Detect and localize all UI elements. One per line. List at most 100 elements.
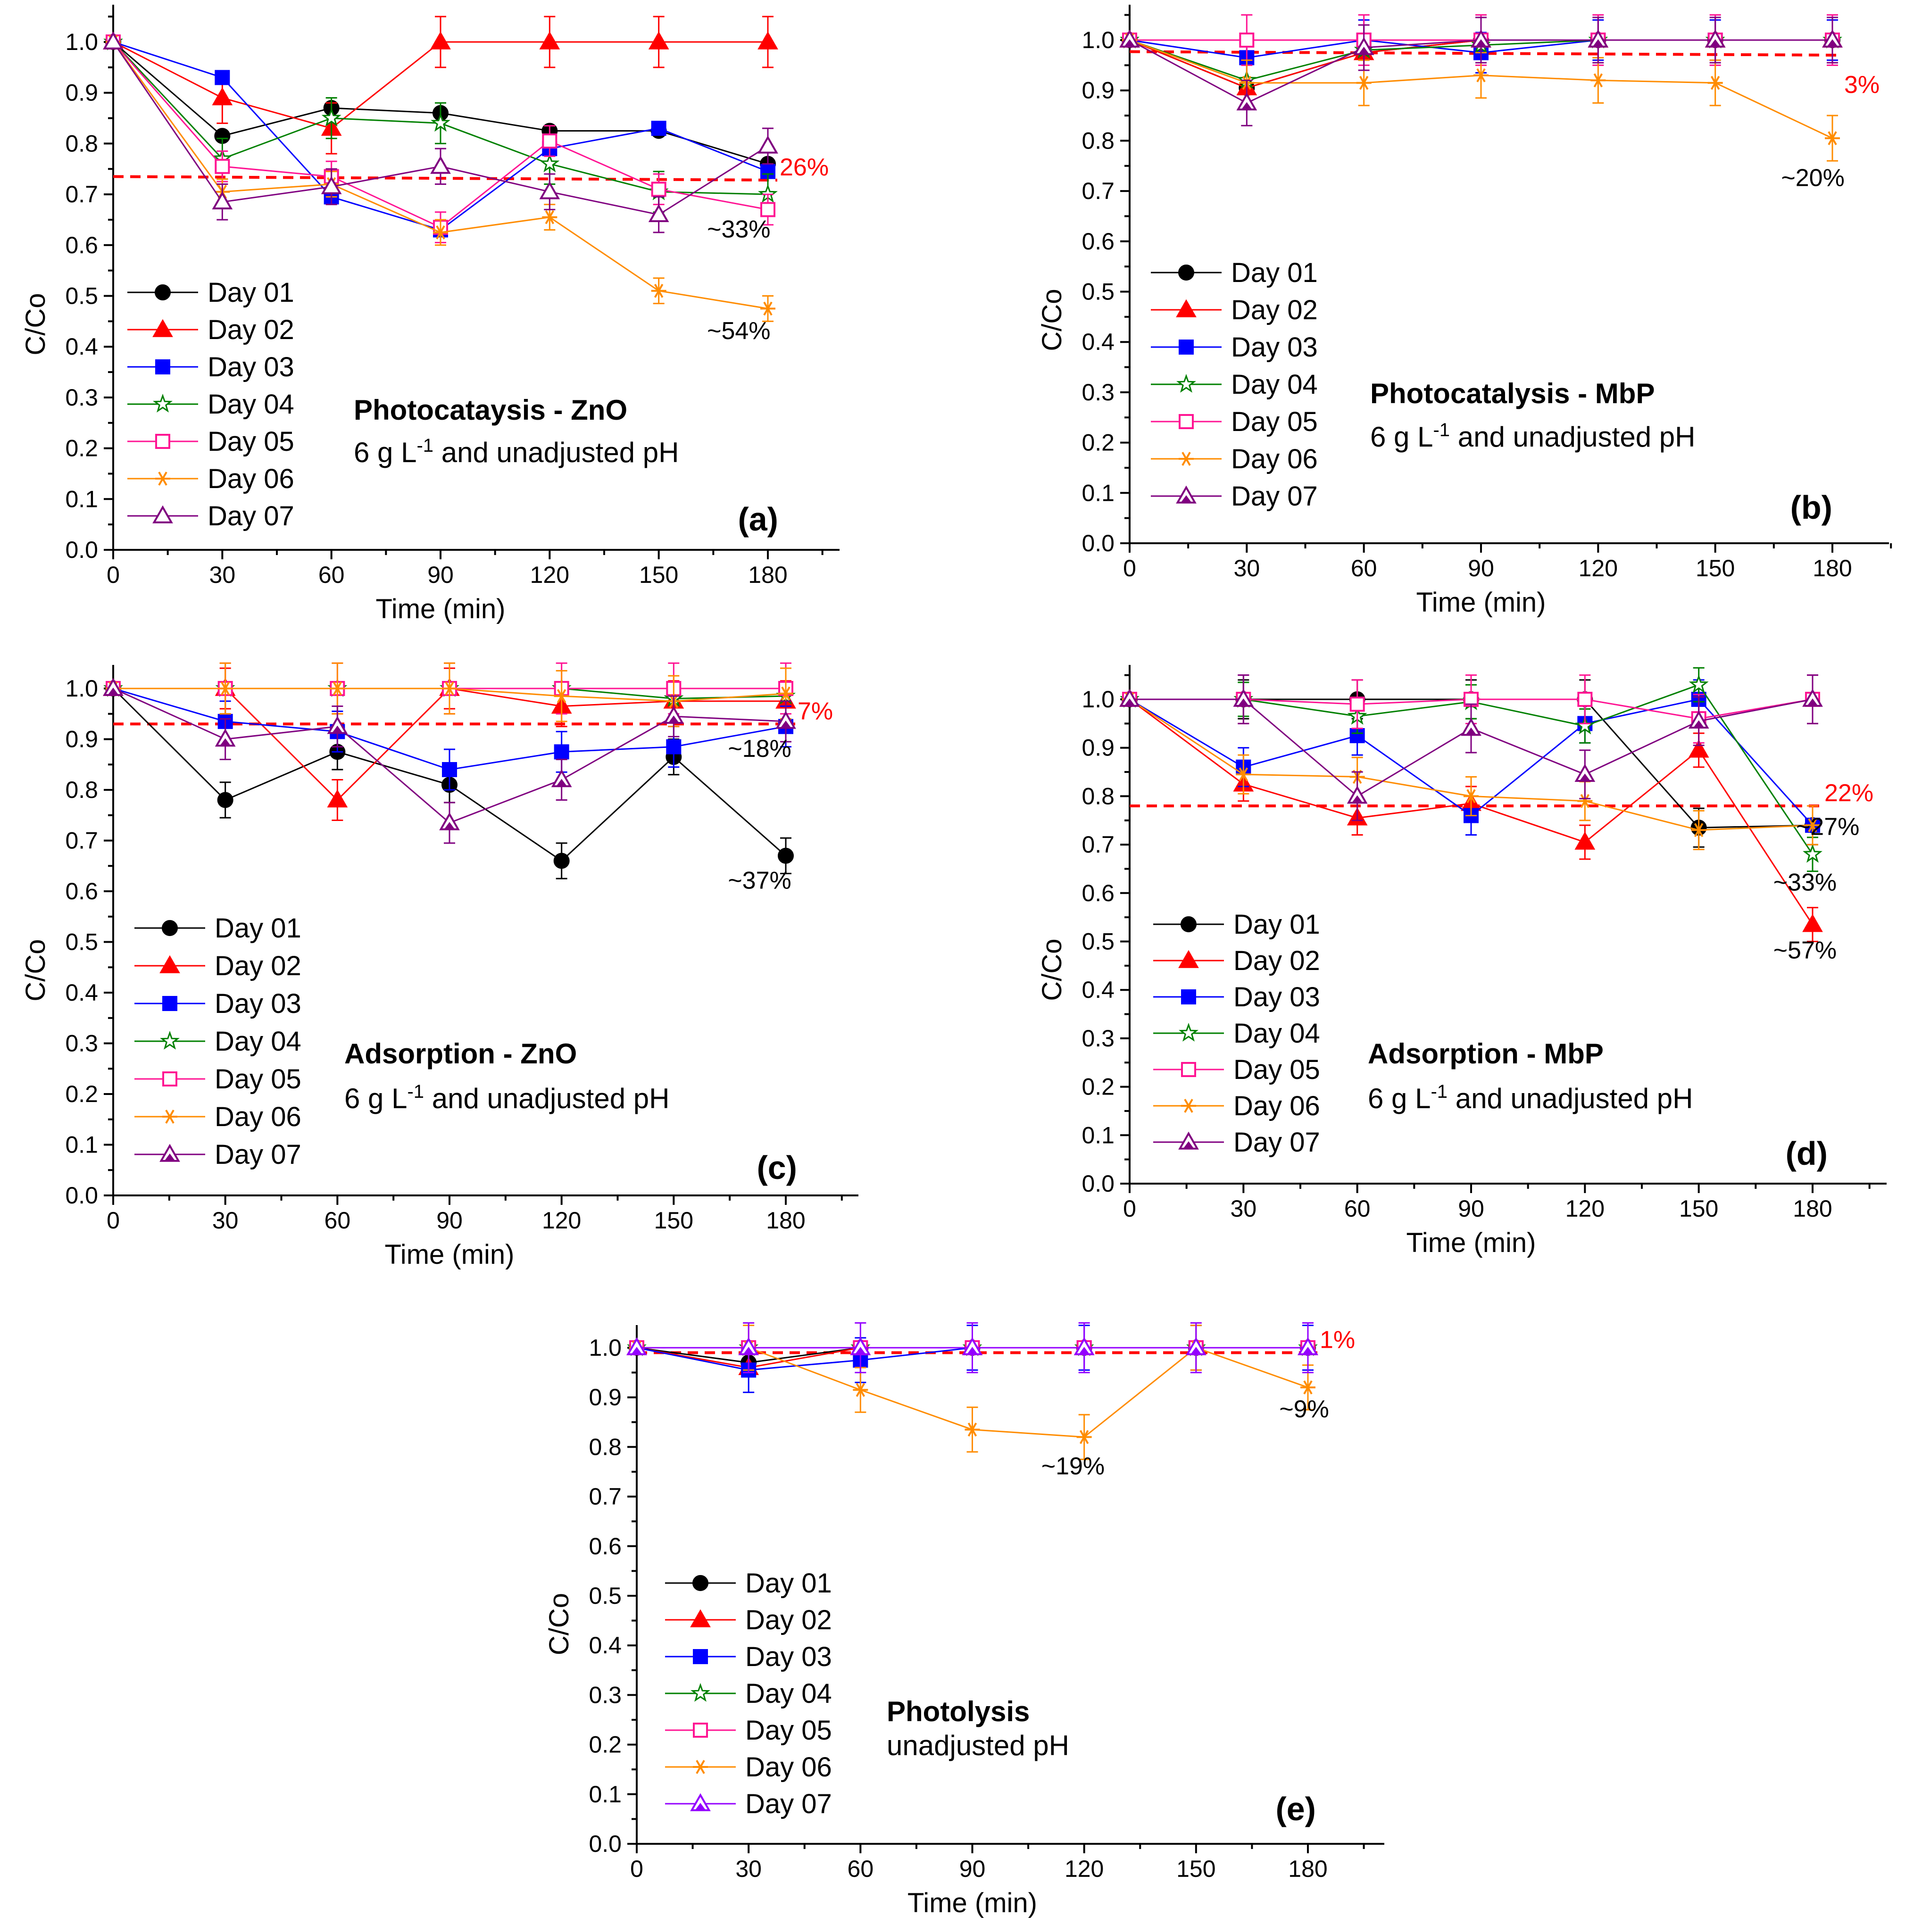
legend-label: Day 02 — [215, 951, 301, 981]
data-point — [1689, 674, 1709, 693]
data-point — [321, 108, 341, 127]
y-tick-label: 0.9 — [65, 80, 98, 106]
data-point — [1233, 688, 1254, 707]
x-axis-title: Time (min) — [1416, 587, 1546, 618]
x-tick-label: 150 — [1176, 1856, 1215, 1882]
data-point — [651, 182, 666, 197]
chart-panel-a: 0 30 60 90 120 150 180 0.0 0.1 0.2 0.3 0.4 0.5 0.6 0.7… — [20, 5, 840, 624]
data-point — [1298, 1337, 1318, 1355]
legend-marker — [1178, 950, 1199, 968]
legend-marker — [155, 359, 170, 374]
x-tick-label: 120 — [530, 562, 569, 588]
legend-label: Day 06 — [215, 1102, 301, 1132]
y-tick-label: 0.6 — [1082, 880, 1115, 906]
legend-marker — [1178, 265, 1194, 281]
legend-label: Day 04 — [208, 389, 294, 420]
x-tick-label: 60 — [324, 1207, 351, 1234]
data-point — [1803, 844, 1822, 863]
threshold-label: 26% — [780, 154, 829, 181]
panel-condition: 6 g L-1 and unadjusted pH — [344, 1081, 669, 1114]
y-tick-label: 0.6 — [1082, 228, 1115, 255]
legend-label: Day 06 — [1233, 1091, 1320, 1121]
legend-label: Day 05 — [208, 426, 294, 457]
data-point — [327, 789, 348, 808]
x-tick-label: 150 — [639, 562, 678, 588]
data-point — [757, 135, 778, 154]
panel-title: Adsorption - ZnO — [344, 1038, 577, 1070]
data-point-fill — [1580, 773, 1590, 780]
y-tick-label: 0.5 — [589, 1583, 622, 1609]
y-tick-label: 0.4 — [589, 1632, 622, 1658]
legend-label: Day 03 — [1233, 982, 1320, 1012]
legend-marker — [155, 284, 171, 300]
y-tick-label: 0.1 — [589, 1781, 622, 1808]
legend-marker-fill — [695, 1803, 706, 1809]
y-tick-label: 0.7 — [65, 181, 98, 207]
data-point — [551, 769, 572, 788]
y-tick-label: 0.9 — [65, 726, 98, 753]
data-point — [553, 853, 570, 869]
data-point — [778, 686, 793, 701]
data-point — [1349, 697, 1365, 712]
y-tick-label: 1.0 — [589, 1335, 622, 1361]
y-tick-label: 0.9 — [1082, 735, 1115, 761]
y-tick-label: 0.0 — [1082, 1170, 1115, 1197]
x-tick-label: 180 — [1288, 1856, 1327, 1882]
annotation-label: ~57% — [1773, 937, 1837, 964]
legend-label: Day 02 — [1233, 945, 1320, 976]
x-tick-label: 60 — [1344, 1195, 1371, 1222]
data-point-fill — [1242, 102, 1252, 109]
data-point — [540, 153, 560, 173]
data-point — [327, 716, 348, 734]
data-point — [1805, 818, 1820, 832]
legend-marker — [693, 1649, 708, 1664]
x-tick-label: 90 — [959, 1856, 986, 1882]
data-point — [217, 681, 233, 696]
x-axis-title: Time (min) — [907, 1888, 1037, 1918]
data-point-fill — [1124, 39, 1135, 46]
data-point-fill — [1352, 795, 1362, 802]
y-tick-label: 0.8 — [65, 130, 98, 157]
legend: Day 01 Day 02 Day 03 Day 04 Day 05 Day 06 Day … — [127, 277, 294, 531]
legend-marker — [1179, 414, 1194, 429]
legend-label: Day 04 — [745, 1678, 832, 1709]
data-point — [760, 301, 775, 316]
data-point — [651, 121, 666, 136]
data-point — [1691, 823, 1706, 837]
series-day-07 — [103, 31, 778, 233]
legend-label: Day 06 — [208, 464, 294, 494]
x-tick-label: 30 — [1234, 555, 1260, 581]
legend-label: Day 03 — [208, 352, 294, 382]
legend-marker — [693, 1723, 708, 1738]
y-axis-title: C/Co — [1037, 938, 1067, 1001]
data-point — [1590, 73, 1606, 88]
legend-label: Day 06 — [1231, 444, 1318, 474]
data-point-fill — [1476, 39, 1486, 46]
y-tick-label: 0.4 — [65, 333, 98, 360]
data-point-fill — [1124, 698, 1135, 705]
y-tick-label: 0.1 — [1082, 480, 1115, 506]
x-tick-label: 0 — [107, 562, 120, 588]
data-point — [1471, 29, 1491, 48]
legend: Day 01 Day 02 Day 03 Day 04 Day 05 Day 06 Day … — [1151, 257, 1318, 512]
panel-title: Photocatalysis - MbP — [1370, 378, 1655, 409]
x-tick-label: 150 — [1696, 555, 1735, 581]
y-tick-label: 0.5 — [1082, 279, 1115, 305]
x-tick-label: 60 — [848, 1856, 874, 1882]
y-tick-label: 0.3 — [65, 384, 98, 411]
data-point — [1236, 767, 1251, 782]
legend-label: Day 06 — [745, 1752, 832, 1783]
panel-condition: 6 g L-1 and unadjusted pH — [354, 435, 679, 468]
data-point-fill — [669, 715, 679, 722]
y-tick-label: 0.3 — [1082, 379, 1115, 406]
legend-marker — [152, 505, 173, 523]
panel-label: (a) — [738, 501, 778, 538]
data-point — [539, 181, 560, 199]
x-tick-label: 180 — [1793, 1195, 1832, 1222]
data-point — [1119, 688, 1140, 707]
legend-marker — [162, 996, 177, 1011]
legend: Day 01 Day 02 Day 03 Day 04 Day 05 Day 06 Day … — [665, 1568, 832, 1819]
legend-marker — [691, 1683, 710, 1702]
chart-panel-b: 0 30 60 90 120 150 180 0.0 0.1 0.2 0.3 0.4 0.5 0.6 0.7… — [1037, 5, 1892, 618]
data-point — [1705, 29, 1726, 48]
